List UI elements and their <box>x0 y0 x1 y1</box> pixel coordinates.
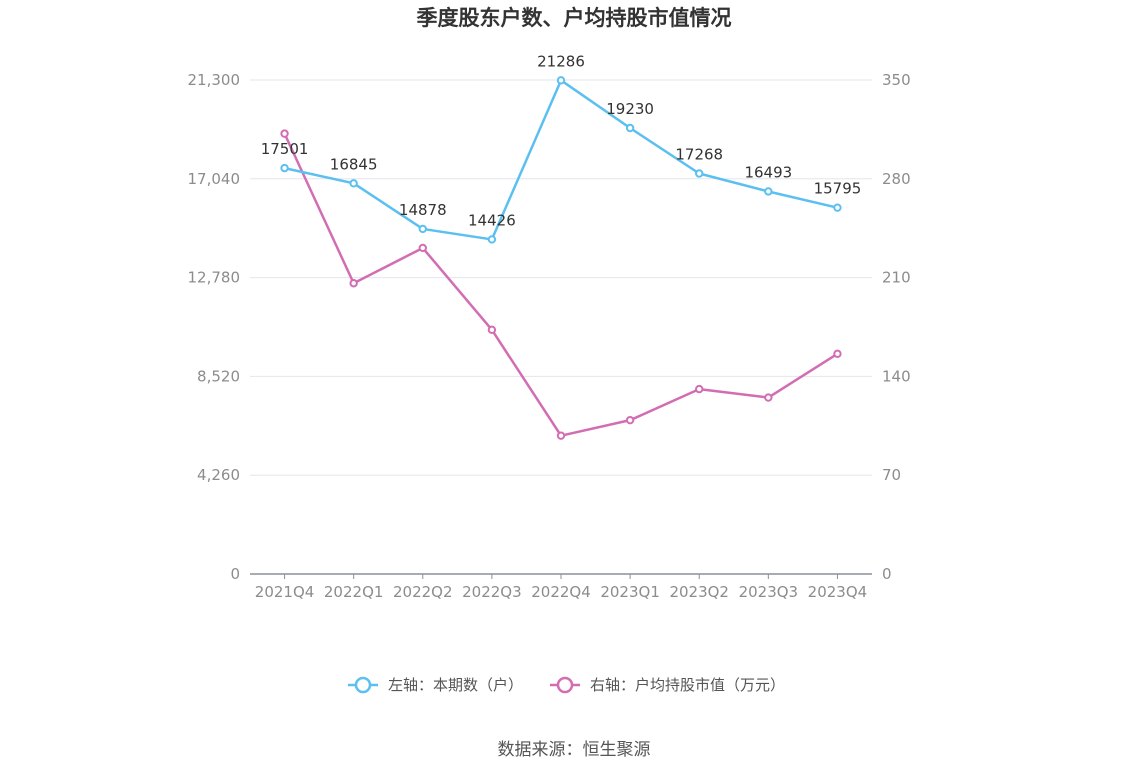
legend-marker <box>556 676 574 694</box>
left-axis: 0 4,260 8,520 12,780 17,040 21,300 <box>188 71 241 583</box>
legend-label: 右轴：户均持股市值（万元） <box>590 676 785 694</box>
x-tick-label: 2021Q4 <box>255 583 315 601</box>
right-tick-label: 70 <box>882 466 901 484</box>
legend[interactable]: 左轴：本期数（户） 右轴：户均持股市值（万元） <box>348 676 785 694</box>
data-point[interactable] <box>625 123 635 133</box>
right-axis: 0 70 140 210 280 350 <box>882 71 911 583</box>
data-label: 19230 <box>606 100 654 118</box>
data-label: 14426 <box>468 211 516 229</box>
data-point[interactable] <box>418 243 427 253</box>
data-label: 14878 <box>399 201 447 219</box>
data-point[interactable] <box>695 384 704 394</box>
x-axis: 2021Q4 2022Q1 2022Q2 2022Q3 2022Q4 2023Q1 2023… <box>250 573 872 601</box>
legend-item-0[interactable]: 左轴：本期数（户） <box>348 676 523 694</box>
right-tick-label: 210 <box>882 269 911 287</box>
x-tick-label: 2023Q4 <box>808 583 868 601</box>
data-label: 15795 <box>814 180 862 198</box>
data-label: 17268 <box>675 146 723 164</box>
data-labels-layer: 17501 16845 14878 14426 21286 19230 17268 16493… <box>261 52 862 229</box>
data-point[interactable] <box>764 187 773 196</box>
left-tick-label: 17,040 <box>188 170 241 188</box>
data-label: 16493 <box>744 163 792 181</box>
x-tick-label: 2022Q2 <box>393 583 453 601</box>
data-point[interactable] <box>487 235 497 244</box>
right-tick-label: 0 <box>882 565 892 583</box>
series-layer <box>280 76 842 440</box>
data-point[interactable] <box>764 393 773 402</box>
data-point[interactable] <box>695 169 704 178</box>
data-point[interactable] <box>349 179 358 188</box>
chart-title: 季度股东户数、户均持股市值情况 <box>417 6 732 30</box>
data-label: 17501 <box>261 140 309 158</box>
legend-item-1[interactable]: 右轴：户均持股市值（万元） <box>550 676 785 694</box>
right-tick-label: 140 <box>882 367 911 385</box>
data-label: 21286 <box>537 52 585 70</box>
right-tick-label: 280 <box>882 170 911 188</box>
data-point[interactable] <box>556 76 566 85</box>
left-tick-label: 21,300 <box>188 71 241 89</box>
data-label: 16845 <box>330 155 378 173</box>
data-source: 数据来源：恒生聚源 <box>498 740 651 760</box>
left-tick-label: 12,780 <box>188 269 241 287</box>
legend-marker <box>354 676 372 694</box>
data-point[interactable] <box>487 325 497 335</box>
left-tick-label: 0 <box>230 565 240 583</box>
x-tick-label: 2023Q3 <box>739 583 799 601</box>
data-point[interactable] <box>833 203 842 212</box>
data-point[interactable] <box>280 129 289 138</box>
x-tick-label: 2022Q1 <box>324 583 384 601</box>
data-point[interactable] <box>280 163 289 173</box>
x-tick-label: 2023Q2 <box>669 583 729 601</box>
data-point[interactable] <box>349 279 358 288</box>
left-tick-label: 8,520 <box>197 367 240 385</box>
data-point[interactable] <box>556 431 566 440</box>
right-tick-label: 350 <box>882 71 911 89</box>
data-point[interactable] <box>418 224 427 234</box>
x-tick-label: 2022Q3 <box>462 583 522 601</box>
left-tick-label: 4,260 <box>197 466 240 484</box>
x-tick-label: 2022Q4 <box>531 583 591 601</box>
data-point[interactable] <box>625 415 635 425</box>
grid-layer <box>250 79 872 476</box>
x-tick-label: 2023Q1 <box>600 583 660 601</box>
data-point[interactable] <box>833 349 842 359</box>
legend-label: 左轴：本期数（户） <box>388 676 523 694</box>
